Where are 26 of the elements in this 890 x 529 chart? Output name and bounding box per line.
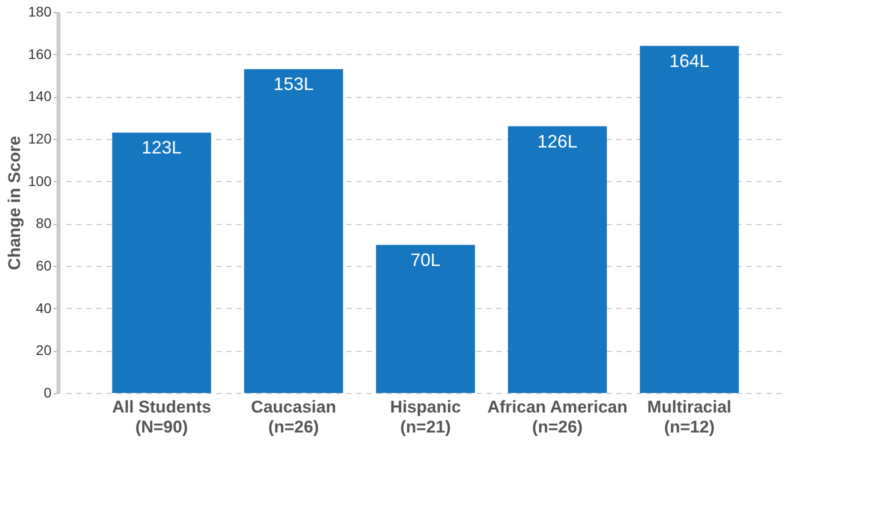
data-label: 126L bbox=[537, 131, 578, 152]
y-tick-label: 100 bbox=[28, 172, 52, 189]
bar bbox=[244, 69, 344, 393]
data-label: 164L bbox=[669, 50, 710, 71]
x-tick-label: Hispanic (n=21) bbox=[390, 398, 461, 436]
y-axis-title: Change in Score bbox=[5, 136, 24, 270]
y-tick-label: 180 bbox=[28, 4, 52, 20]
y-tick-label: 120 bbox=[28, 130, 52, 146]
y-tick-label: 20 bbox=[36, 342, 52, 358]
bar bbox=[508, 126, 607, 393]
y-tick-label: 0 bbox=[44, 384, 52, 400]
y-tick-label: 40 bbox=[36, 300, 52, 316]
x-tick-label: Caucasian (n=26) bbox=[251, 398, 336, 436]
y-tick-label: 140 bbox=[28, 88, 52, 104]
data-label: 70L bbox=[410, 250, 441, 270]
y-tick-label: 80 bbox=[36, 215, 52, 232]
data-label: 153L bbox=[274, 74, 314, 94]
data-label: 123L bbox=[142, 138, 182, 158]
bar bbox=[376, 244, 475, 393]
bar bbox=[112, 132, 212, 393]
x-tick-label: All Students (N=90) bbox=[112, 398, 212, 436]
x-tick-label: African American (n=26) bbox=[487, 398, 628, 436]
bar bbox=[640, 46, 739, 393]
x-tick-label: Multiracial (n=12) bbox=[647, 398, 732, 436]
y-tick-label: 60 bbox=[36, 258, 52, 274]
y-tick-label: 160 bbox=[28, 46, 52, 62]
